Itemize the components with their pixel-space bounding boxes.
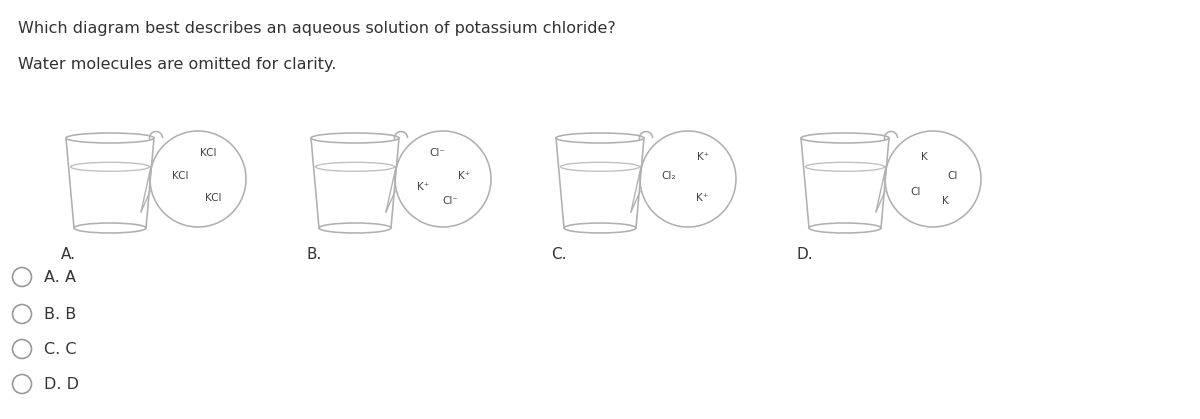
Text: D. D: D. D <box>44 377 79 391</box>
Text: Cl⁻: Cl⁻ <box>430 147 445 158</box>
Text: KCl: KCl <box>200 147 217 158</box>
Text: K⁺: K⁺ <box>457 171 470 181</box>
Text: Cl: Cl <box>947 171 958 181</box>
Text: K: K <box>942 196 949 206</box>
Text: K: K <box>922 152 928 162</box>
Text: K⁺: K⁺ <box>418 182 430 192</box>
Text: Water molecules are omitted for clarity.: Water molecules are omitted for clarity. <box>18 57 336 72</box>
Text: Cl: Cl <box>911 186 920 197</box>
Text: D.: D. <box>796 247 812 262</box>
Text: Cl₂: Cl₂ <box>661 171 676 181</box>
Text: B. B: B. B <box>44 307 77 321</box>
Text: A. A: A. A <box>44 269 76 285</box>
Text: KCl: KCl <box>173 171 188 181</box>
Text: Which diagram best describes an aqueous solution of potassium chloride?: Which diagram best describes an aqueous … <box>18 21 616 36</box>
Text: A.: A. <box>61 247 76 262</box>
Text: K⁺: K⁺ <box>697 152 709 162</box>
Text: C. C: C. C <box>44 341 77 357</box>
Text: C.: C. <box>551 247 566 262</box>
Text: B.: B. <box>306 247 322 262</box>
Text: K⁺: K⁺ <box>696 194 708 204</box>
Text: KCl: KCl <box>205 194 222 204</box>
Text: Cl⁻: Cl⁻ <box>442 196 458 206</box>
